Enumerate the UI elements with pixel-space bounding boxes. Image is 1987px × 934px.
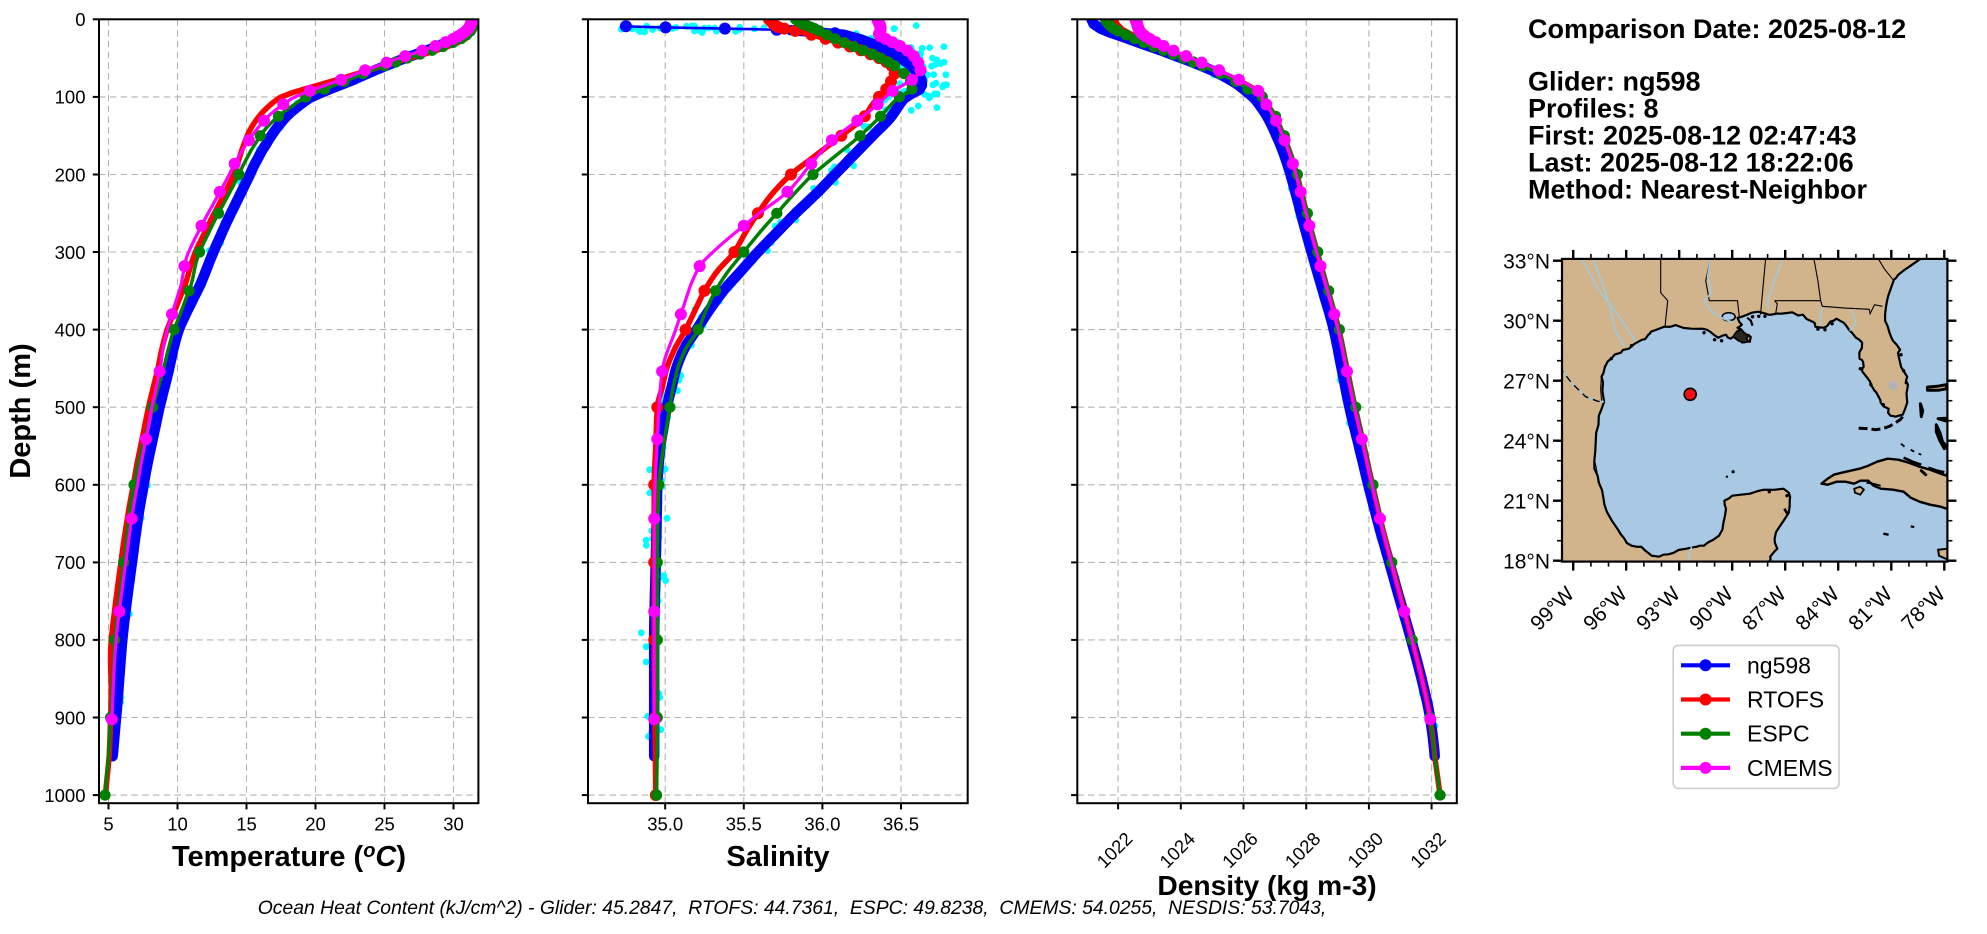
svg-text:700: 700 xyxy=(55,552,86,573)
svg-text:Comparison Date: 2025-08-12: Comparison Date: 2025-08-12 xyxy=(1528,14,1906,44)
svg-text:First: 2025-08-12 02:47:43: First: 2025-08-12 02:47:43 xyxy=(1528,121,1857,151)
svg-text:18°N: 18°N xyxy=(1503,550,1550,573)
svg-text:Depth (m): Depth (m) xyxy=(5,343,37,478)
svg-text:0: 0 xyxy=(75,9,85,30)
svg-text:15: 15 xyxy=(236,814,257,835)
svg-text:36.0: 36.0 xyxy=(804,814,840,835)
svg-text:800: 800 xyxy=(55,630,86,651)
svg-text:Last: 2025-08-12 18:22:06: Last: 2025-08-12 18:22:06 xyxy=(1528,148,1854,178)
svg-text:400: 400 xyxy=(55,319,86,340)
svg-text:900: 900 xyxy=(55,707,86,728)
svg-text:Density (kg m-3): Density (kg m-3) xyxy=(1157,869,1376,901)
svg-text:21°N: 21°N xyxy=(1503,490,1550,513)
svg-text:300: 300 xyxy=(55,242,86,263)
svg-text:1000: 1000 xyxy=(44,785,85,806)
svg-text:33°N: 33°N xyxy=(1503,250,1550,273)
svg-text:Ocean Heat Content (kJ/cm^2) -: Ocean Heat Content (kJ/cm^2) - Glider: 4… xyxy=(258,897,1327,919)
svg-text:CMEMS: CMEMS xyxy=(1747,755,1833,781)
svg-text:20: 20 xyxy=(305,814,326,835)
svg-text:30: 30 xyxy=(443,814,464,835)
svg-text:ESPC: ESPC xyxy=(1747,721,1810,747)
svg-text:200: 200 xyxy=(55,164,86,185)
svg-text:24°N: 24°N xyxy=(1503,430,1550,453)
svg-text:10: 10 xyxy=(167,814,188,835)
svg-text:5: 5 xyxy=(103,814,113,835)
svg-text:35.0: 35.0 xyxy=(647,814,683,835)
svg-text:Glider: ng598: Glider: ng598 xyxy=(1528,67,1701,97)
svg-text:100: 100 xyxy=(55,87,86,108)
svg-text:36.5: 36.5 xyxy=(883,814,919,835)
svg-text:30°N: 30°N xyxy=(1503,310,1550,333)
svg-text:ng598: ng598 xyxy=(1747,652,1811,678)
svg-text:35.5: 35.5 xyxy=(726,814,762,835)
svg-text:Profiles: 8: Profiles: 8 xyxy=(1528,94,1659,124)
svg-text:Method: Nearest-Neighbor: Method: Nearest-Neighbor xyxy=(1528,175,1868,205)
svg-text:25: 25 xyxy=(374,814,395,835)
svg-text:27°N: 27°N xyxy=(1503,370,1550,393)
svg-text:Salinity: Salinity xyxy=(726,841,829,873)
svg-text:500: 500 xyxy=(55,397,86,418)
svg-text:600: 600 xyxy=(55,475,86,496)
svg-text:RTOFS: RTOFS xyxy=(1747,687,1824,713)
